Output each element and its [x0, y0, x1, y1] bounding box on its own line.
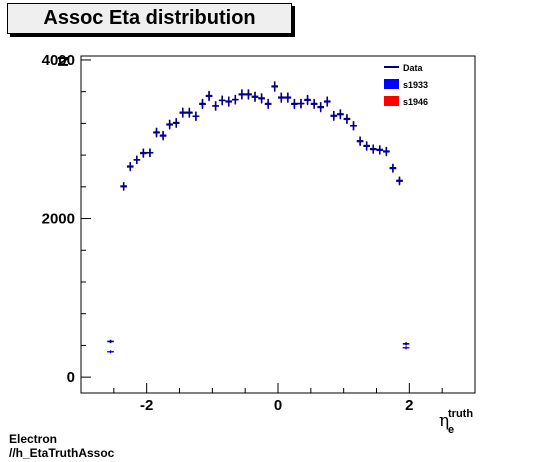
x-axis-label-sub: e [448, 424, 454, 436]
data-point [271, 81, 278, 91]
data-point [225, 96, 233, 106]
data-point [238, 89, 246, 99]
data-point [337, 109, 344, 119]
y-tick-label: 2000 [42, 211, 75, 228]
x-tick-label: 0 [274, 397, 282, 414]
data-point [232, 94, 239, 105]
data-point [166, 119, 173, 129]
data-point [212, 101, 219, 111]
data-point [245, 89, 252, 99]
data-point [304, 94, 311, 105]
y-axis-label: N [55, 56, 72, 67]
data-point [126, 162, 134, 171]
data-point [264, 98, 272, 109]
footer-line-2: //h_EtaTruthAssoc [9, 446, 115, 460]
data-point [297, 98, 305, 109]
data-point [383, 146, 390, 156]
data-point [363, 141, 370, 150]
data-point [205, 90, 213, 101]
series-s1946 [107, 82, 410, 354]
data-point [159, 130, 167, 140]
data-point [146, 148, 154, 157]
legend-box-swatch [384, 96, 399, 106]
data-point [218, 95, 226, 106]
data-point [107, 339, 114, 344]
footer-line-1: Electron [9, 432, 58, 446]
data-point [258, 93, 265, 103]
legend-label: Data [403, 63, 424, 73]
data-point [251, 91, 259, 102]
data-point [389, 163, 397, 172]
data-point [369, 144, 377, 154]
data-point [278, 92, 285, 102]
y-tick-label: 0 [67, 369, 75, 386]
y-tick-label: 4000 [42, 52, 75, 69]
data-point [350, 121, 357, 131]
data-point [179, 107, 187, 117]
legend-box-swatch [384, 79, 399, 89]
chart-title-box: Assoc Eta distribution [7, 3, 292, 34]
data-point [402, 342, 410, 346]
data-point [317, 102, 324, 112]
data-point [396, 176, 403, 185]
data-point [186, 107, 193, 117]
data-point [356, 136, 364, 146]
legend: Data s1933 s1946 [384, 63, 428, 107]
y-axis-ticks [81, 59, 91, 378]
data-point [291, 98, 298, 109]
data-point [402, 346, 410, 350]
legend-label: s1933 [403, 80, 428, 90]
data-point [199, 98, 206, 109]
series-data [107, 81, 410, 346]
data-point [192, 111, 200, 121]
data-point [343, 114, 351, 124]
x-axis-label-sup: truth [448, 408, 473, 420]
chart-title: Assoc Eta distribution [43, 7, 256, 29]
data-point [330, 110, 338, 121]
data-point [133, 155, 141, 165]
data-point [284, 92, 292, 102]
legend-label: s1946 [403, 97, 428, 107]
data-point [376, 145, 384, 154]
series-s1933 [107, 82, 410, 354]
x-axis-ticks [80, 383, 476, 393]
data-point [107, 350, 114, 354]
data-point [310, 98, 318, 109]
data-point [323, 96, 331, 106]
data-point [153, 127, 160, 137]
x-tick-label: 2 [405, 397, 413, 414]
data-point [172, 118, 180, 128]
x-axis-label-main: η [439, 411, 449, 431]
data-point [140, 148, 147, 157]
data-point [120, 182, 127, 190]
x-tick-label: -2 [140, 397, 153, 414]
